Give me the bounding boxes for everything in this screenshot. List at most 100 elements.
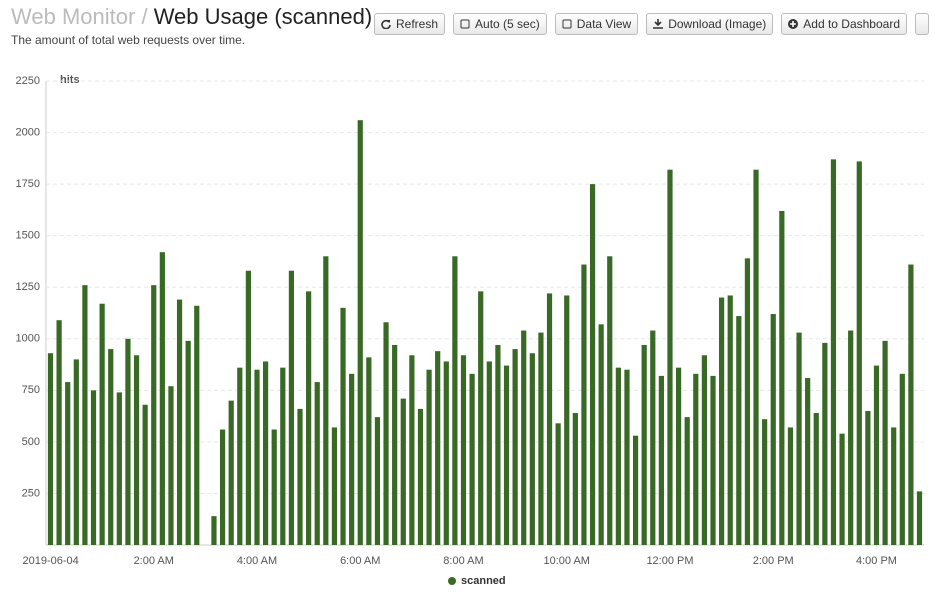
bar xyxy=(598,324,604,545)
bar xyxy=(650,330,656,545)
bar xyxy=(675,367,682,545)
bar xyxy=(168,386,174,545)
data-view-button[interactable]: Data View xyxy=(554,13,639,35)
bar xyxy=(770,314,776,545)
bar xyxy=(443,361,449,545)
section-link[interactable]: Web Monitor xyxy=(11,4,136,29)
bar xyxy=(90,390,97,545)
button-label: Refresh xyxy=(396,17,439,31)
x-tick-label: 2:00 PM xyxy=(753,555,794,567)
bar xyxy=(658,375,664,545)
bar xyxy=(349,373,355,545)
bar xyxy=(125,338,131,545)
dashboard-button[interactable]: Add to Dashboard xyxy=(781,13,907,35)
legend-marker xyxy=(448,577,456,585)
bar xyxy=(822,342,828,545)
bar xyxy=(787,427,794,545)
bar xyxy=(357,120,363,545)
bar xyxy=(615,367,621,545)
bar xyxy=(228,400,234,545)
bar xyxy=(865,410,871,545)
bar xyxy=(159,252,165,546)
bar xyxy=(512,349,518,545)
bar xyxy=(254,369,260,545)
x-tick-label: 12:00 PM xyxy=(646,555,693,567)
bar xyxy=(185,340,191,545)
bar xyxy=(805,377,811,545)
bar xyxy=(830,159,837,545)
y-tick-label: 500 xyxy=(22,436,40,448)
bar xyxy=(133,355,140,545)
button-label: Download (Image) xyxy=(668,17,767,31)
bar xyxy=(435,351,441,545)
bar xyxy=(331,427,338,545)
separator: / xyxy=(141,4,148,29)
bar xyxy=(452,256,458,545)
bar xyxy=(271,429,277,545)
button-label: Data View xyxy=(576,17,632,31)
bar xyxy=(383,322,389,545)
bar xyxy=(65,382,71,545)
bar xyxy=(572,413,578,545)
bar xyxy=(245,270,251,545)
y-tick-label: 2000 xyxy=(16,126,40,138)
bar xyxy=(796,332,802,545)
bar xyxy=(56,320,62,545)
bar xyxy=(306,291,312,545)
y-tick-label: 250 xyxy=(22,487,40,499)
bar xyxy=(848,330,854,545)
x-tick-label: 6:00 AM xyxy=(340,555,380,567)
refresh-button[interactable]: Refresh xyxy=(374,13,446,35)
bar xyxy=(503,365,510,545)
y-tick-label: 1250 xyxy=(16,281,40,293)
bar xyxy=(323,256,329,545)
download-button[interactable]: Download (Image) xyxy=(646,13,774,35)
auto-button[interactable]: Auto (5 sec) xyxy=(453,13,547,35)
bar xyxy=(908,264,914,545)
bar xyxy=(340,307,346,545)
page-title: Web Usage (scanned) xyxy=(153,4,373,29)
bar xyxy=(589,184,596,545)
bar xyxy=(762,419,768,545)
bar xyxy=(899,373,905,545)
bar xyxy=(581,264,587,545)
bar xyxy=(632,435,639,545)
bar xyxy=(176,299,183,545)
more-button[interactable] xyxy=(915,13,929,35)
bar xyxy=(47,353,54,545)
bar xyxy=(779,210,785,546)
bar xyxy=(478,291,484,545)
bar xyxy=(555,423,561,545)
bar xyxy=(288,270,295,545)
x-tick-label: 2:00 AM xyxy=(134,555,174,567)
bar xyxy=(82,285,88,545)
x-tick-label: 2019-06-04 xyxy=(23,555,79,567)
bar xyxy=(521,330,527,545)
bar xyxy=(753,169,759,546)
bar xyxy=(873,365,880,545)
bar xyxy=(856,161,862,545)
bar xyxy=(237,367,243,545)
legend-label: scanned xyxy=(461,575,506,587)
bar xyxy=(839,433,845,545)
icon xyxy=(460,19,470,29)
bar xyxy=(538,332,544,545)
bar xyxy=(211,516,217,545)
y-axis-label: hits xyxy=(60,74,80,86)
bar xyxy=(624,369,630,545)
bar xyxy=(116,392,122,545)
icon xyxy=(381,19,391,29)
bar xyxy=(813,413,819,545)
bar xyxy=(684,417,690,545)
x-tick-label: 4:00 AM xyxy=(237,555,277,567)
bar xyxy=(564,295,570,545)
bar xyxy=(263,361,269,545)
toolbar: Refresh Auto (5 sec) Data View Download … xyxy=(374,13,929,35)
bar xyxy=(99,303,105,545)
bar xyxy=(719,297,725,545)
button-label: Add to Dashboard xyxy=(803,17,900,31)
bar xyxy=(460,355,467,545)
y-tick-label: 1750 xyxy=(16,178,40,190)
